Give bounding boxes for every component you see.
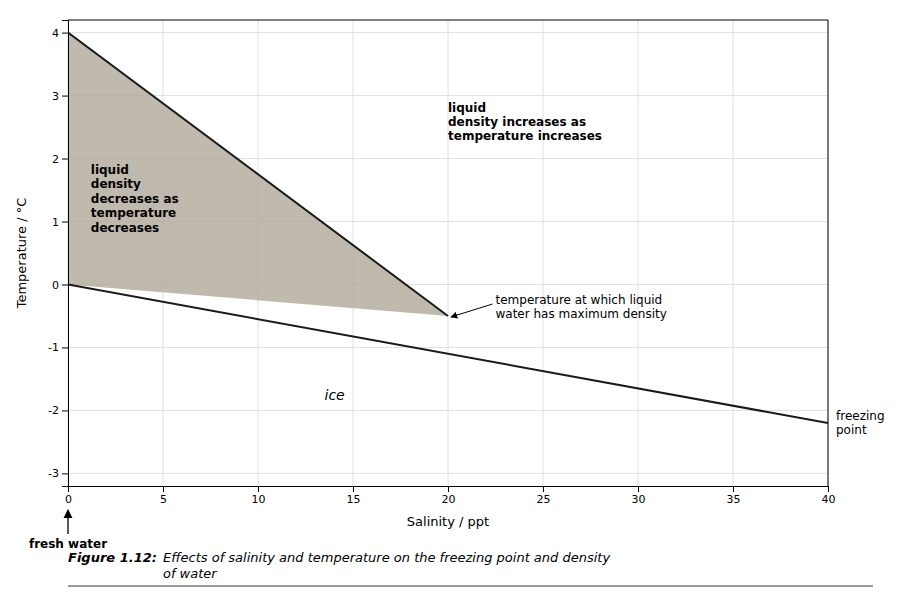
x-tick: 35 <box>727 486 741 506</box>
x-tick: 30 <box>632 486 646 506</box>
tick-mark <box>733 486 734 492</box>
caption-rule <box>68 586 873 587</box>
y-axis: -3 -2 -1 0 1 2 3 4 <box>48 21 68 487</box>
tick-mark <box>62 347 68 348</box>
x-tick: 0 <box>65 486 72 506</box>
y-tick: -2 <box>48 404 68 417</box>
tick-mark <box>62 222 68 223</box>
y-tick: -3 <box>48 467 68 480</box>
annotation: freezingpoint <box>836 409 885 437</box>
tick-label: 40 <box>822 493 836 506</box>
grid-line <box>448 20 449 486</box>
x-axis-title: Salinity / ppt <box>407 514 489 529</box>
frame <box>68 20 828 21</box>
tick-label: 1 <box>52 216 59 229</box>
tick-mark <box>62 473 68 474</box>
chart: 0 5 10 15 20 25 30 35 40 -3 -2 -1 0 1 2 3 4 Salinity / pp… <box>0 0 903 598</box>
x-tick: 5 <box>160 486 167 506</box>
area <box>68 33 448 316</box>
annotations: fresh water liquiddensity increases astem… <box>29 101 885 551</box>
marks <box>68 33 828 423</box>
annotation: liquiddensitydecreases astemperaturedecr… <box>91 163 179 235</box>
grid <box>68 20 828 486</box>
y-tick: 2 <box>52 153 68 166</box>
y-tick: 4 <box>52 27 68 40</box>
plot: 0 5 10 15 20 25 30 35 40 -3 -2 -1 0 1 2 3 4 Salinity / pp… <box>14 20 885 551</box>
tick-label: 30 <box>632 493 646 506</box>
tick-mark <box>828 486 829 492</box>
x-tick: 40 <box>822 486 836 506</box>
x-tick: 10 <box>252 486 266 506</box>
tick-label: 15 <box>347 493 361 506</box>
tick-mark <box>638 486 639 492</box>
tick-mark <box>62 96 68 97</box>
tick-mark <box>543 486 544 492</box>
tick-label: 10 <box>252 493 266 506</box>
y-axis-line <box>62 21 69 487</box>
grid-line <box>543 20 544 486</box>
caption: Figure 1.12: Effects of salinity and temp… <box>68 550 873 586</box>
x-axis-line <box>69 487 829 493</box>
arrow <box>67 510 68 534</box>
tick-label: 3 <box>52 90 59 103</box>
y-tick: -1 <box>48 341 68 354</box>
tick-mark <box>163 486 164 492</box>
y-axis-title: Temperature / °C <box>14 198 29 310</box>
annotation: temperature at which liquidwater has max… <box>496 293 667 321</box>
annotation: liquiddensity increases astemperature in… <box>448 101 602 144</box>
tick-label: -3 <box>48 467 59 480</box>
grid-line <box>68 95 828 96</box>
tick-mark <box>353 486 354 492</box>
y-tick: 1 <box>52 216 68 229</box>
grid-line <box>68 32 828 33</box>
x-tick: 25 <box>537 486 551 506</box>
tick-mark <box>62 33 68 34</box>
tick-mark <box>62 159 68 160</box>
annotation: ice <box>325 387 345 403</box>
grid-line <box>828 20 829 486</box>
tick-label: 4 <box>52 27 59 40</box>
caption-label: Figure 1.12: <box>68 550 157 565</box>
tick-mark <box>448 486 449 492</box>
grid-line <box>68 410 828 411</box>
tick-label: 0 <box>52 279 59 292</box>
x-axis: 0 5 10 15 20 25 30 35 40 <box>65 486 836 506</box>
tick-label: -2 <box>48 404 59 417</box>
tick-mark <box>258 486 259 492</box>
annotation: fresh water <box>29 537 107 551</box>
grid-line <box>68 347 828 348</box>
x-tick: 20 <box>442 486 456 506</box>
frame <box>828 20 829 486</box>
grid-line <box>638 20 639 486</box>
y-tick: 0 <box>52 279 68 292</box>
tick-mark <box>62 410 68 411</box>
tick-label: 20 <box>442 493 456 506</box>
grid-line <box>68 473 828 474</box>
line <box>68 33 448 316</box>
line <box>68 284 828 423</box>
grid-line <box>733 20 734 486</box>
tick-label: 25 <box>537 493 551 506</box>
tick-label: 35 <box>727 493 741 506</box>
tick-mark <box>62 284 68 285</box>
arrow <box>451 304 493 317</box>
tick-label: 0 <box>65 493 72 506</box>
y-tick: 3 <box>52 90 68 103</box>
tick-label: 5 <box>160 493 167 506</box>
caption-text: Effects of salinity and temperature on t… <box>163 550 610 581</box>
x-tick: 15 <box>347 486 361 506</box>
tick-label: 2 <box>52 153 59 166</box>
tick-label: -1 <box>48 341 59 354</box>
